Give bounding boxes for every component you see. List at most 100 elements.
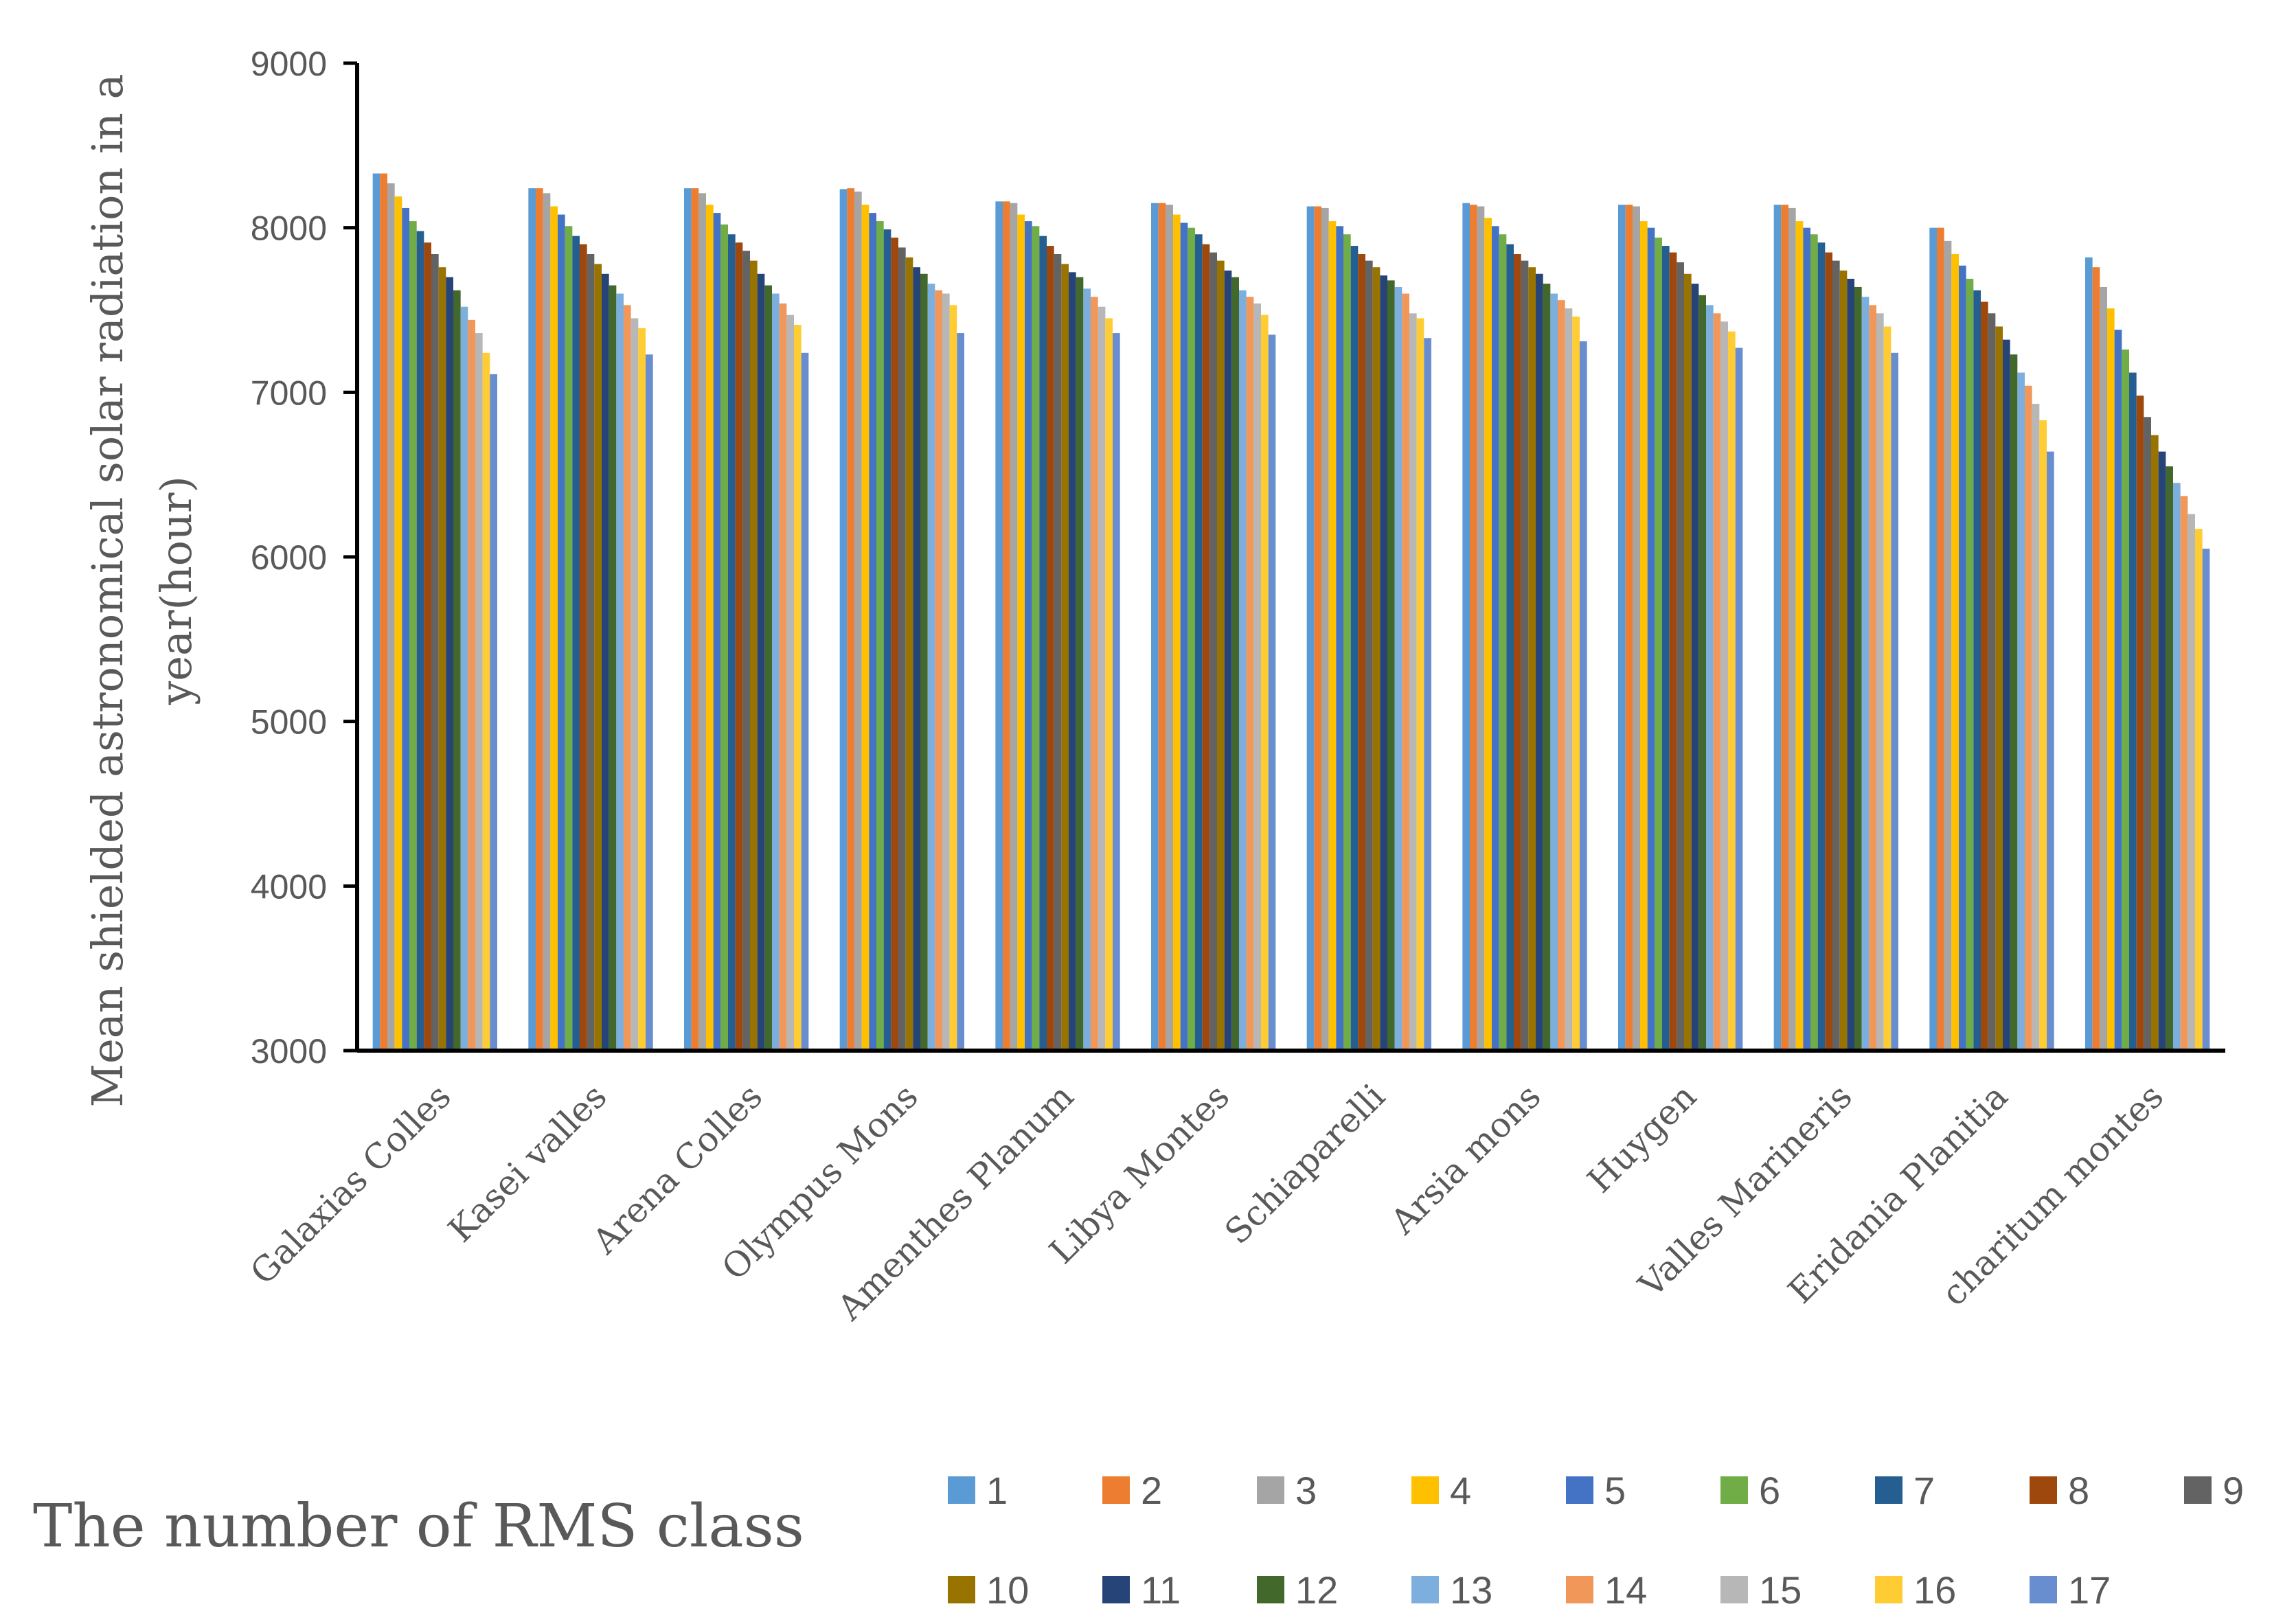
legend-label: 5 xyxy=(1604,1469,1626,1512)
bar-5-10 xyxy=(1959,265,1966,1051)
bar-14-4 xyxy=(1091,297,1098,1051)
bar-11-6 xyxy=(1380,275,1387,1051)
bar-3-7 xyxy=(1477,206,1485,1051)
bar-3-3 xyxy=(854,191,862,1051)
bar-8-0 xyxy=(424,242,431,1051)
bar-8-9 xyxy=(1825,252,1832,1051)
legend-swatch xyxy=(1720,1476,1748,1504)
bar-6-7 xyxy=(1499,234,1507,1051)
bar-16-3 xyxy=(949,305,957,1051)
y-tick-label: 5000 xyxy=(251,703,327,742)
legend-label: 12 xyxy=(1295,1568,1338,1612)
y-tick-label: 7000 xyxy=(251,374,327,412)
bar-13-11 xyxy=(2173,483,2181,1051)
bar-8-6 xyxy=(1358,254,1365,1051)
bar-14-5 xyxy=(1246,297,1254,1051)
bar-6-11 xyxy=(2122,350,2129,1051)
bar-12-5 xyxy=(1231,277,1239,1051)
legend-label: 11 xyxy=(1141,1568,1181,1612)
bar-12-0 xyxy=(453,290,461,1051)
bar-14-11 xyxy=(2180,496,2188,1051)
bar-4-4 xyxy=(1017,214,1025,1051)
bar-13-4 xyxy=(1083,288,1091,1051)
legend-swatch xyxy=(1875,1576,1902,1603)
legend: 1 2 3 4 5 6 7 8 910 11 12 13 14 15 16 17 xyxy=(948,1469,2244,1612)
bar-1-0 xyxy=(372,173,380,1051)
bar-8-4 xyxy=(1047,246,1054,1051)
bar-15-7 xyxy=(1565,308,1573,1051)
y-axis-title-line-1: Mean shielded astronomical solar radiati… xyxy=(82,74,133,1108)
bar-10-1 xyxy=(594,264,602,1051)
bar-8-10 xyxy=(1981,301,1988,1051)
legend-swatch xyxy=(1411,1576,1439,1603)
bar-6-1 xyxy=(565,226,573,1051)
legend-item-17: 17 xyxy=(2030,1568,2111,1612)
bar-13-8 xyxy=(1706,305,1714,1051)
bar-1-7 xyxy=(1462,203,1470,1051)
bar-9-7 xyxy=(1521,260,1529,1051)
bar-10-7 xyxy=(1528,267,1536,1051)
bar-3-4 xyxy=(1010,203,1018,1051)
bar-13-3 xyxy=(927,284,935,1051)
legend-label: 9 xyxy=(2223,1469,2244,1512)
bar-12-7 xyxy=(1543,284,1551,1051)
bar-4-11 xyxy=(2107,308,2115,1051)
bar-6-0 xyxy=(409,221,417,1051)
legend-item-6: 6 xyxy=(1720,1469,1780,1512)
bar-9-6 xyxy=(1365,260,1373,1051)
legend-item-13: 13 xyxy=(1411,1568,1492,1612)
legend-label: 8 xyxy=(2068,1469,2089,1512)
legend-swatch xyxy=(1102,1476,1130,1504)
bar-4-2 xyxy=(706,205,714,1051)
bar-8-2 xyxy=(735,242,743,1051)
x-category-label: Huygen xyxy=(1580,1076,1704,1200)
y-tick-label: 8000 xyxy=(251,209,327,248)
bar-11-9 xyxy=(1847,278,1854,1051)
bar-13-6 xyxy=(1394,286,1402,1051)
bar-11-8 xyxy=(1691,284,1699,1051)
bar-1-1 xyxy=(528,188,536,1051)
bar-4-5 xyxy=(1173,214,1181,1051)
y-axis-title: Mean shielded astronomical solar radiati… xyxy=(82,74,201,1108)
bar-7-4 xyxy=(1039,236,1047,1051)
bar-16-11 xyxy=(2195,529,2203,1051)
bar-7-7 xyxy=(1506,244,1514,1051)
bar-9-4 xyxy=(1054,254,1062,1051)
bar-12-11 xyxy=(2166,466,2173,1051)
legend-swatch xyxy=(1257,1476,1284,1504)
bar-15-5 xyxy=(1253,303,1261,1051)
legend-swatch xyxy=(1875,1476,1902,1504)
bar-1-5 xyxy=(1151,203,1159,1051)
bar-5-5 xyxy=(1180,222,1188,1051)
bar-17-4 xyxy=(1113,333,1120,1051)
bar-6-2 xyxy=(720,224,728,1051)
bar-11-5 xyxy=(1224,270,1232,1051)
bar-15-2 xyxy=(786,314,794,1051)
bar-5-1 xyxy=(558,214,565,1051)
bar-13-7 xyxy=(1550,293,1558,1051)
bar-4-8 xyxy=(1640,221,1648,1051)
legend-item-4: 4 xyxy=(1411,1469,1471,1512)
bar-1-2 xyxy=(684,188,692,1051)
bar-2-6 xyxy=(1314,206,1321,1051)
bar-10-6 xyxy=(1372,267,1381,1051)
bar-8-11 xyxy=(2136,396,2144,1051)
bar-16-4 xyxy=(1105,318,1113,1051)
bar-14-1 xyxy=(624,305,631,1051)
bar-2-3 xyxy=(847,188,854,1051)
bar-5-9 xyxy=(1803,227,1810,1051)
legend-item-5: 5 xyxy=(1566,1469,1626,1512)
bar-10-8 xyxy=(1684,273,1692,1051)
bar-5-0 xyxy=(402,207,409,1051)
bar-7-6 xyxy=(1350,246,1359,1051)
bar-4-3 xyxy=(861,205,870,1051)
bar-1-9 xyxy=(1773,205,1782,1051)
bar-6-5 xyxy=(1188,227,1195,1051)
bar-9-5 xyxy=(1209,252,1217,1051)
legend-label: 10 xyxy=(986,1568,1029,1612)
bar-6-3 xyxy=(876,221,884,1051)
bar-4-0 xyxy=(394,196,402,1051)
legend-item-9: 9 xyxy=(2184,1469,2244,1512)
bar-5-6 xyxy=(1336,226,1343,1051)
